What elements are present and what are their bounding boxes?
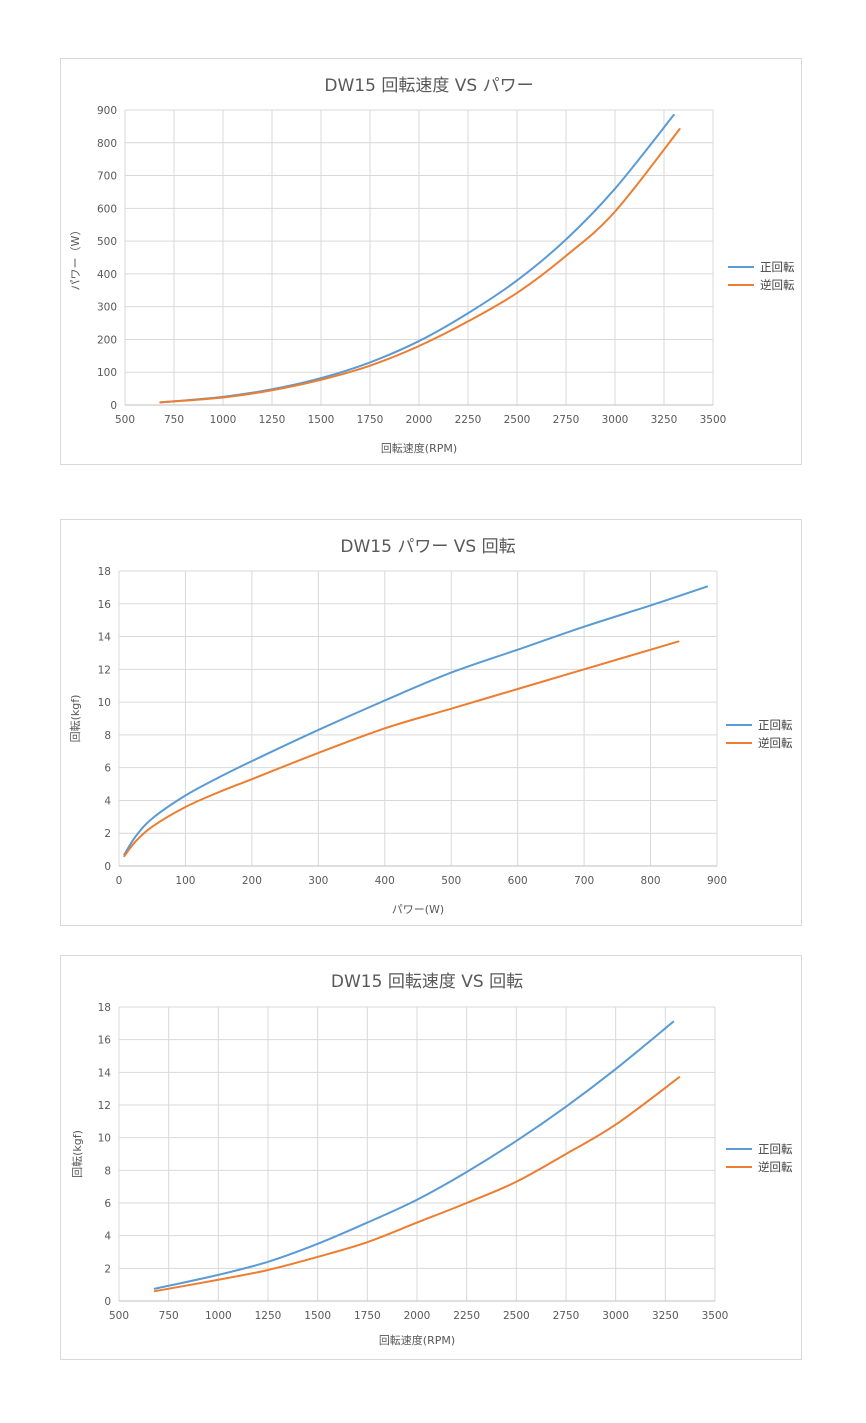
- y-tick-label: 600: [97, 203, 117, 215]
- y-tick-label: 2: [104, 1263, 111, 1275]
- x-tick-label: 100: [175, 875, 195, 887]
- x-tick-label: 3000: [602, 1310, 629, 1322]
- x-tick-label: 2250: [453, 1310, 480, 1322]
- x-tick-label: 1000: [205, 1310, 232, 1322]
- legend-label: 正回転: [760, 260, 795, 274]
- y-tick-label: 10: [98, 1133, 111, 1145]
- y-tick-label: 10: [98, 697, 111, 709]
- y-tick-label: 200: [97, 334, 117, 346]
- x-tick-label: 800: [641, 875, 661, 887]
- x-tick-label: 3250: [652, 1310, 679, 1322]
- chart-rpm-vs-torque: DW15 回転速度 VS 回転 500 750 1000 1250 1500 1750 200…: [71, 972, 793, 1347]
- x-tick-label: 300: [308, 875, 328, 887]
- x-tick-label: 500: [441, 875, 461, 887]
- y-tick-label: 12: [98, 1100, 111, 1112]
- y-tick-label: 18: [98, 566, 111, 578]
- chart-title: DW15 パワー VS 回転: [340, 537, 515, 557]
- x-tick-label: 3000: [602, 414, 629, 426]
- x-tick-label: 2000: [406, 414, 433, 426]
- y-tick-label: 500: [97, 236, 117, 248]
- legend-label: 正回転: [758, 718, 793, 732]
- x-tick-label: 1500: [304, 1310, 331, 1322]
- y-tick-label: 6: [104, 763, 111, 775]
- x-tick-label: 1750: [354, 1310, 381, 1322]
- chart-title: DW15 回転速度 VS パワー: [324, 76, 533, 96]
- series-line-forward: [153, 1020, 675, 1290]
- chart-panel-power-vs-torque: DW15 パワー VS 回転 0 100 200 300 400 500 600 700 800 9…: [60, 519, 802, 926]
- x-tick-label: 2750: [553, 1310, 580, 1322]
- y-tick-label: 4: [104, 1231, 111, 1243]
- y-tick-label: 100: [97, 367, 117, 379]
- chart-title: DW15 回転速度 VS 回転: [331, 972, 523, 992]
- y-tick-label: 300: [97, 302, 117, 314]
- chart-panel-rpm-vs-torque: DW15 回転速度 VS 回転 500 750 1000 1250 1500 1750 200…: [60, 955, 802, 1360]
- chart-power-vs-torque: DW15 パワー VS 回転0 100 200 300 400 500 600 700 800 9…: [69, 537, 793, 916]
- x-tick-label: 3500: [700, 414, 727, 426]
- x-axis-label: パワー(W): [392, 903, 444, 916]
- y-tick-label: 8: [104, 730, 111, 742]
- y-axis-label: パワー（W）: [69, 225, 82, 291]
- series-line-reverse: [123, 640, 680, 858]
- y-tick-label: 4: [104, 795, 111, 807]
- legend-label: 逆回転: [758, 736, 793, 750]
- x-tick-label: 2500: [504, 414, 531, 426]
- y-tick-label: 900: [97, 105, 117, 117]
- y-tick-label: 8: [104, 1165, 111, 1177]
- series-line-forward: [123, 585, 709, 856]
- x-tick-label: 400: [375, 875, 395, 887]
- legend-label: 正回転: [758, 1142, 793, 1156]
- x-tick-label: 1000: [210, 414, 237, 426]
- y-tick-label: 700: [97, 171, 117, 183]
- chart-panel-rpm-vs-power: DW15 回転速度 VS パワー 500 750 1000 1250 1500 1750 20…: [60, 58, 802, 465]
- x-tick-label: 3500: [702, 1310, 729, 1322]
- x-tick-label: 700: [574, 875, 594, 887]
- y-axis-label: 回転(kgf): [69, 695, 82, 743]
- series-line-reverse: [159, 128, 681, 404]
- y-tick-label: 16: [98, 1035, 112, 1047]
- x-tick-label: 750: [164, 414, 184, 426]
- y-tick-label: 0: [110, 400, 117, 412]
- y-tick-label: 14: [98, 1067, 112, 1079]
- y-tick-label: 400: [97, 269, 117, 281]
- series-line-reverse: [153, 1076, 681, 1293]
- x-tick-label: 900: [707, 875, 727, 887]
- y-tick-label: 0: [104, 861, 111, 873]
- x-tick-label: 1500: [308, 414, 335, 426]
- x-axis-label: 回転速度(RPM): [381, 441, 457, 455]
- x-tick-label: 1750: [357, 414, 384, 426]
- y-axis-label: 回転(kgf): [71, 1130, 84, 1178]
- x-tick-label: 1250: [255, 1310, 282, 1322]
- x-tick-label: 2750: [553, 414, 580, 426]
- x-tick-label: 3250: [651, 414, 678, 426]
- x-tick-label: 500: [109, 1310, 129, 1322]
- x-tick-label: 2500: [503, 1310, 530, 1322]
- x-tick-label: 2250: [455, 414, 482, 426]
- x-tick-label: 1250: [259, 414, 286, 426]
- x-tick-label: 200: [242, 875, 262, 887]
- legend-label: 逆回転: [758, 1160, 793, 1174]
- y-tick-label: 18: [98, 1002, 111, 1014]
- x-tick-label: 750: [159, 1310, 179, 1322]
- legend-label: 逆回転: [760, 278, 795, 292]
- y-tick-label: 0: [104, 1296, 111, 1308]
- x-tick-label: 2000: [404, 1310, 431, 1322]
- y-tick-label: 14: [98, 632, 112, 644]
- y-tick-label: 6: [104, 1198, 111, 1210]
- x-axis-label: 回転速度(RPM): [379, 1333, 455, 1347]
- y-tick-label: 800: [97, 138, 117, 150]
- x-tick-label: 500: [115, 414, 135, 426]
- x-tick-label: 600: [508, 875, 528, 887]
- y-tick-label: 12: [98, 664, 111, 676]
- y-tick-label: 16: [98, 599, 112, 611]
- y-tick-label: 2: [104, 828, 111, 840]
- series-line-forward: [159, 113, 675, 404]
- x-tick-label: 0: [116, 875, 123, 887]
